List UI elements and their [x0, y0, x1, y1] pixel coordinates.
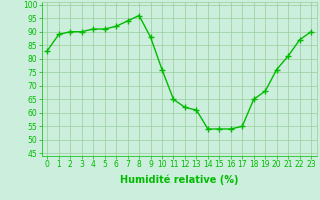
X-axis label: Humidité relative (%): Humidité relative (%): [120, 175, 238, 185]
